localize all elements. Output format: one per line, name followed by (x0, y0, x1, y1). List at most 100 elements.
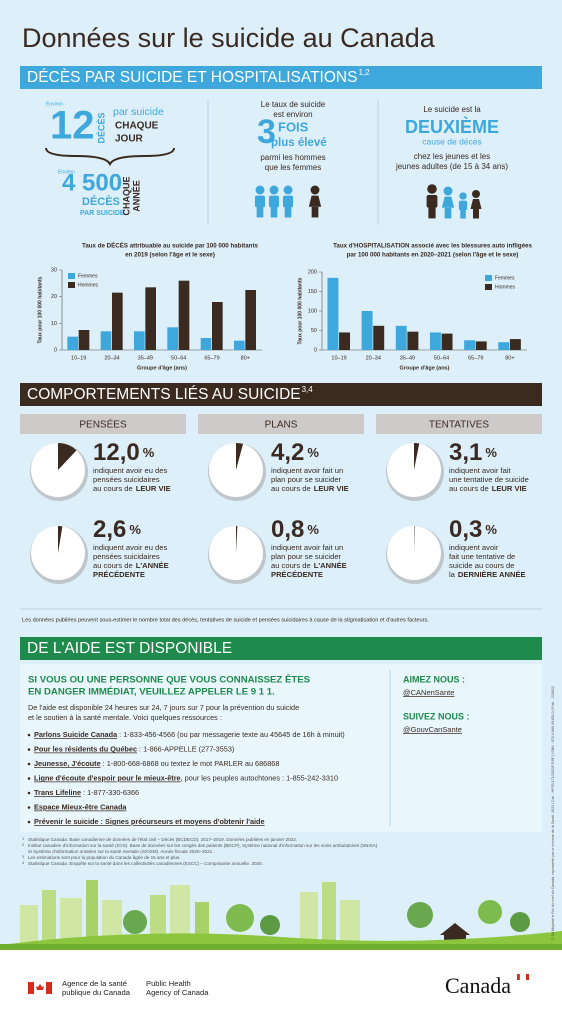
resource-detail: : 1-833-456-4566 (ou par messagerie text… (117, 730, 345, 739)
pie-description-text: au cours de (449, 484, 489, 493)
big-word: DEUXIÈME (405, 116, 499, 137)
chart-title: par 100 000 habitants en 2020–2021 (selo… (347, 252, 519, 259)
resource-link[interactable]: Espace Mieux-être Canada (34, 802, 127, 811)
pie-description: au cours de L'ANNÉE (271, 561, 347, 570)
column-heading: PLANS (265, 420, 298, 431)
vertical-text: ANNÉE (131, 180, 141, 212)
person-icon-legs (284, 206, 292, 218)
person-icon-body (470, 199, 482, 209)
pie-description-text: au cours de (93, 561, 133, 570)
bar (464, 340, 476, 350)
social-handle[interactable]: @CANenSante (403, 688, 454, 697)
y-tick-label: 0 (314, 347, 317, 353)
bar (167, 327, 178, 350)
resource-link[interactable]: Parlons Suicide Canada (34, 730, 118, 739)
section-title-text: DÉCÈS PAR SUICIDE ET HOSPITALISATIONS (27, 69, 357, 86)
bar (361, 311, 373, 350)
pie-value: 0,3% (449, 516, 497, 543)
person-icon-body (458, 200, 468, 211)
bar (327, 277, 339, 350)
resource-link[interactable]: Pour les résidents du Québec (34, 744, 137, 753)
footnote-text: Institut canadien d'information sur la s… (28, 843, 378, 848)
section-title: COMPORTEMENTS LIÉS AU SUICIDE3,4 (27, 385, 313, 403)
x-tick-label: 35–49 (400, 355, 415, 361)
tree (478, 900, 502, 924)
tree (123, 910, 147, 934)
pie-value-unit: % (485, 445, 497, 460)
wordmark-flag (517, 973, 529, 981)
footnote-number: 2 (22, 843, 24, 847)
bar (67, 336, 78, 350)
resource: Trans Lifeline : 1-877-330-6366 (34, 788, 139, 797)
pie-slice (236, 526, 238, 553)
maple-leaf (36, 984, 44, 990)
flag-band (526, 974, 529, 980)
person-icon-head (255, 185, 265, 195)
pie-description-text: la (449, 570, 456, 579)
bar (373, 325, 385, 350)
column-heading: PENSÉES (79, 418, 127, 431)
resource-link[interactable]: Prévenir le suicide : Signes précurseurs… (34, 817, 265, 826)
column-header-box (198, 414, 364, 434)
resource-link[interactable]: Ligne d'écoute d'espoir pour le mieux-êt… (34, 773, 181, 782)
person-icon-legs (444, 207, 452, 219)
y-tick-label: 200 (308, 269, 317, 275)
building (42, 890, 56, 945)
stat-text: plus élevé (271, 137, 327, 149)
building (86, 880, 98, 945)
pie-description: pensées suicidaires (93, 475, 160, 484)
ground-strip (0, 944, 562, 950)
pie-description: indiquent avoir fait un (271, 466, 343, 475)
bullet (27, 791, 31, 795)
data-note: Les données publiées peuvent sous-estime… (22, 617, 429, 623)
bar (498, 342, 510, 350)
x-tick-label: 35–49 (138, 355, 153, 361)
stat-text: jeunes adultes (de 15 à 34 ans) (395, 162, 508, 171)
bullet (27, 733, 31, 737)
bar (234, 340, 245, 350)
y-tick-label: 0 (54, 347, 57, 353)
bullet (27, 820, 31, 824)
qualifier: Environ (58, 169, 75, 175)
bar (395, 325, 407, 350)
flag-band (46, 982, 52, 994)
section-title-text: DE L'AIDE EST DISPONIBLE (27, 640, 232, 657)
legend-swatch (485, 284, 492, 290)
legend-swatch (68, 273, 75, 279)
bar (112, 292, 123, 350)
pie-value-unit: % (143, 445, 155, 460)
resource: Pour les résidents du Québec : 1-866-APP… (34, 744, 234, 753)
chart-title: en 2019 (selon l'âge et le sexe) (125, 252, 215, 259)
pie-description-emphasis: LEUR VIE (492, 484, 527, 493)
section-bar (20, 383, 542, 406)
footnote-text: et Système d'information ontarien sur la… (28, 849, 214, 854)
bar (145, 287, 156, 350)
pie-description: indiquent avoir eu des (93, 466, 168, 475)
person-icon-legs (460, 209, 466, 219)
resource-link[interactable]: Trans Lifeline (34, 788, 81, 797)
pie-description: indiquent avoir fait (449, 466, 512, 475)
pie-value-unit: % (307, 445, 319, 460)
person-icon-head (269, 185, 279, 195)
pie-description-emphasis: LEUR VIE (314, 484, 349, 493)
social-handle[interactable]: @GouvCanSante (403, 725, 462, 734)
pie-description: au cours de L'ANNÉE (93, 561, 169, 570)
help-intro: De l'aide est disponible 24 heures sur 2… (28, 703, 299, 712)
resource: Espace Mieux-être Canada (34, 802, 127, 811)
resource-link[interactable]: Jeunesse, J'écoute (34, 759, 101, 768)
person-icon-legs (428, 207, 436, 219)
bar (441, 333, 453, 350)
person-icon-head (459, 192, 467, 200)
person-icon-legs (473, 209, 479, 219)
stat-text: par suicide (113, 106, 164, 118)
legend-label: Hommes (495, 284, 516, 290)
bullet (27, 806, 31, 809)
x-axis-label: Groupe d'âge (ans) (137, 365, 187, 371)
pie-description-emphasis: LEUR VIE (136, 484, 171, 493)
person-icon-head (283, 185, 293, 195)
roof (440, 923, 470, 935)
section-bar (20, 637, 542, 660)
pie-slice (58, 526, 63, 553)
stat-text: FOIS (278, 119, 309, 134)
